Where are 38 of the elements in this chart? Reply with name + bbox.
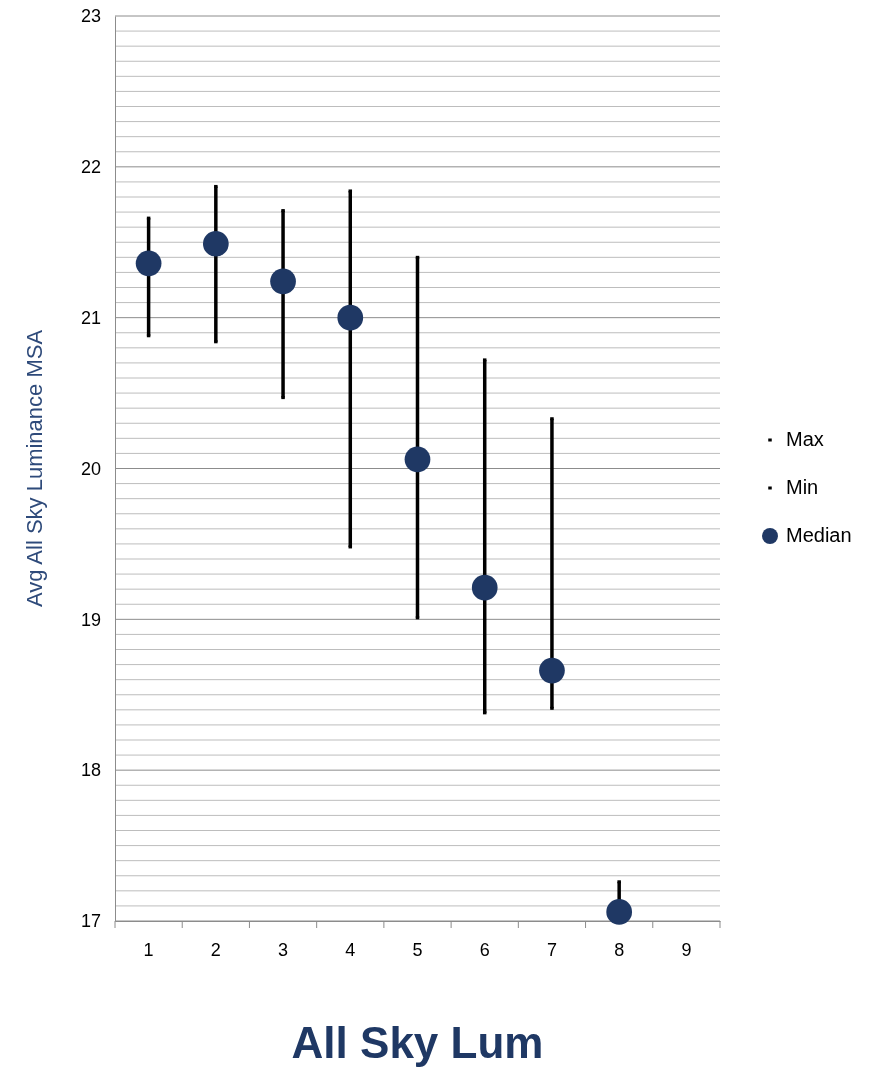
point <box>270 268 296 295</box>
y-tick-label: 20 <box>80 458 101 479</box>
point <box>550 417 554 421</box>
legend-label: Max <box>786 428 824 450</box>
point <box>617 880 621 884</box>
point <box>539 657 565 684</box>
y-axis-title: Avg All Sky Luminance MSA <box>22 329 47 608</box>
y-tick-label: 22 <box>80 157 101 178</box>
y-tick-label: 18 <box>80 760 101 781</box>
point <box>471 574 498 601</box>
point <box>337 304 364 331</box>
point <box>214 184 218 188</box>
y-tick-label: 19 <box>80 609 101 630</box>
x-tick-label: 1 <box>143 939 154 960</box>
point <box>135 250 162 277</box>
point <box>146 216 151 220</box>
point <box>606 899 633 925</box>
x-tick-label: 2 <box>210 939 221 960</box>
y-tick-label: 17 <box>80 911 101 932</box>
point <box>214 340 218 344</box>
point <box>482 358 487 362</box>
point <box>281 209 285 213</box>
x-axis-title: All Sky Lum <box>291 1018 544 1067</box>
point <box>404 446 431 473</box>
y-tick-label: 21 <box>80 307 101 328</box>
x-tick-label: 7 <box>546 939 557 960</box>
legend-label: Median <box>786 524 852 546</box>
x-tick-label: 6 <box>479 939 490 960</box>
point <box>281 396 285 400</box>
x-tick-label: 9 <box>681 939 692 960</box>
x-tick-label: 8 <box>614 939 625 960</box>
legend-label: Min <box>786 476 819 498</box>
x-tick-label: 3 <box>278 939 289 960</box>
x-tick-label: 5 <box>412 939 423 960</box>
x-tick-label: 4 <box>345 939 356 960</box>
y-tick-label: 23 <box>80 6 101 27</box>
point <box>202 230 229 257</box>
point <box>550 706 554 710</box>
